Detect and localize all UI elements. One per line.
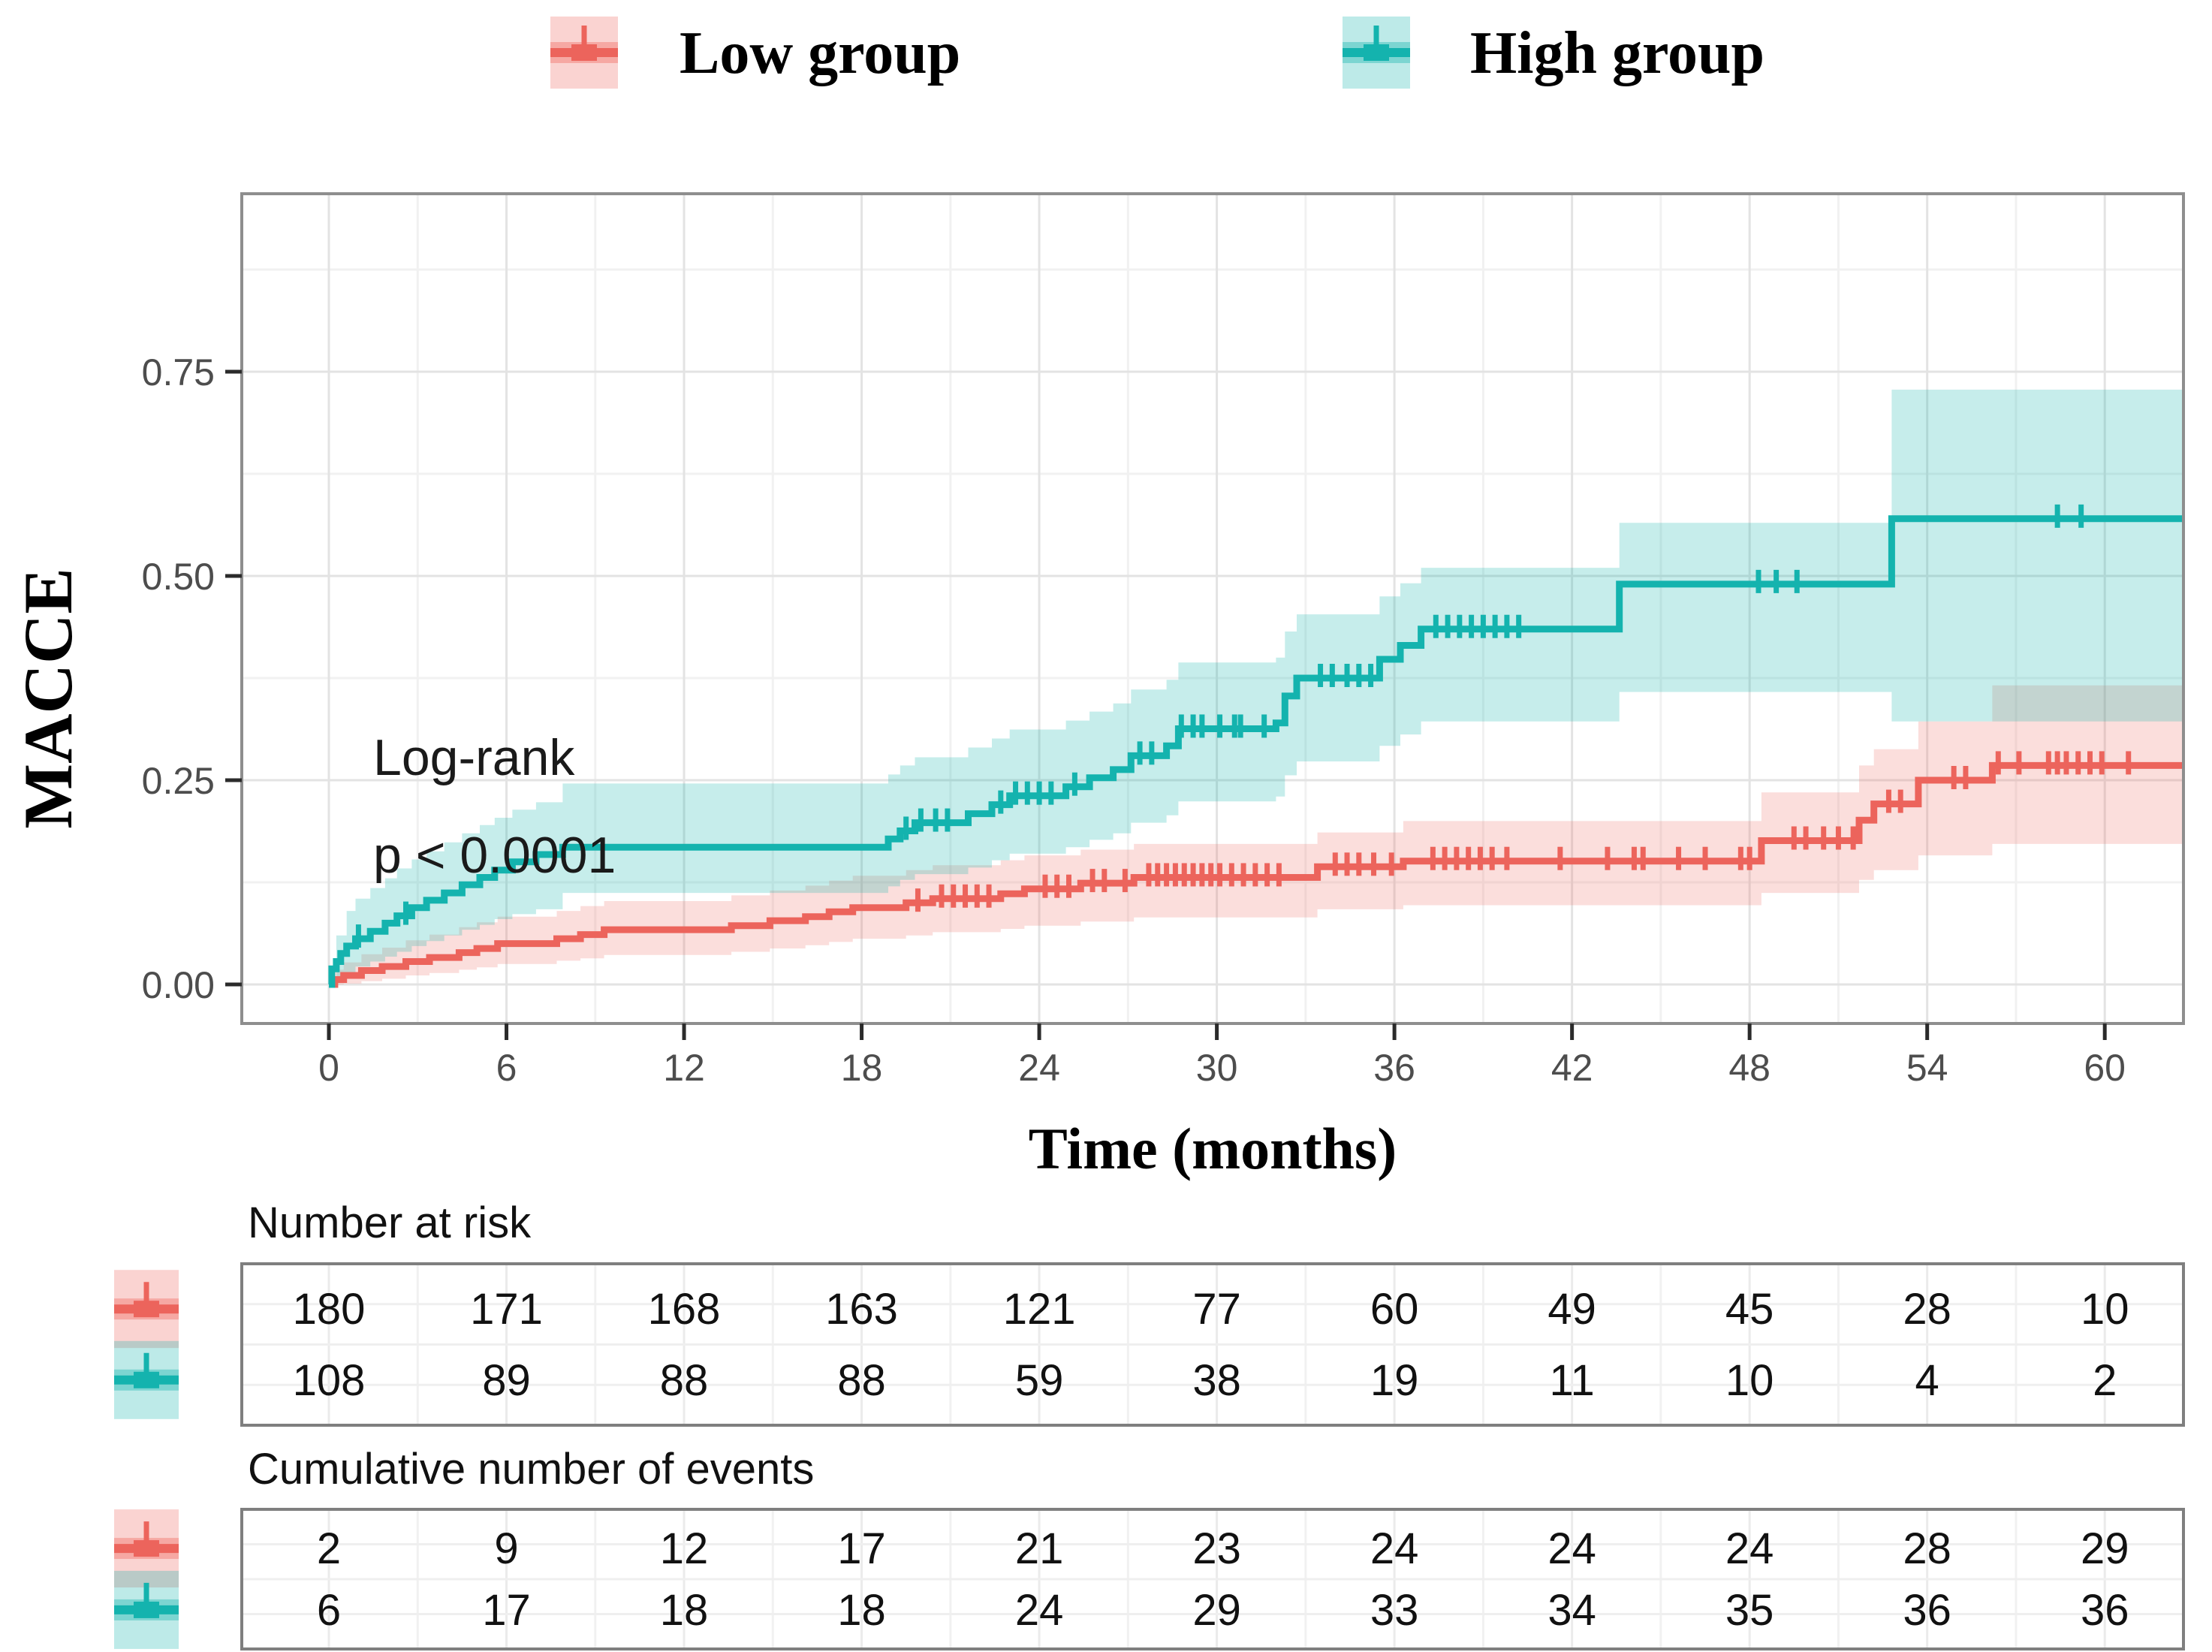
events-table-value: 17 xyxy=(482,1586,531,1635)
events-table-value: 9 xyxy=(494,1524,518,1573)
events-table-value: 23 xyxy=(1192,1524,1241,1573)
high-group-confidence-band xyxy=(329,389,2183,984)
events-table-high-key-center-mark xyxy=(134,1601,159,1618)
risk-table-value: 89 xyxy=(482,1356,531,1405)
risk-table-value: 38 xyxy=(1192,1356,1241,1405)
y-tick-label: 0.25 xyxy=(142,760,215,802)
events-table-value: 18 xyxy=(660,1586,709,1635)
events-table-low-key-center-mark xyxy=(134,1540,159,1557)
x-tick-label: 24 xyxy=(1018,1047,1060,1089)
high-group-curve xyxy=(328,515,2183,988)
risk-table-border xyxy=(240,1262,2185,1427)
y-tick-label: 0.50 xyxy=(142,556,215,598)
risk-table-value: 2 xyxy=(2093,1356,2117,1405)
risk-table-value: 10 xyxy=(1725,1356,1774,1405)
y-tick-label: 0.75 xyxy=(142,351,215,393)
y-tick-label: 0.00 xyxy=(142,964,215,1006)
x-tick-label: 12 xyxy=(663,1047,705,1089)
risk-table-value: 77 xyxy=(1192,1285,1241,1334)
events-table-title: Cumulative number of events xyxy=(248,1445,814,1494)
events-table-value: 35 xyxy=(1725,1586,1774,1635)
risk-table-value: 19 xyxy=(1370,1356,1419,1405)
risk-table-value: 4 xyxy=(1915,1356,1939,1405)
events-table-value: 29 xyxy=(2081,1524,2129,1573)
y-axis-title: MACCE xyxy=(10,568,86,829)
events-table-value: 24 xyxy=(1725,1524,1774,1573)
x-tick-label: 6 xyxy=(496,1047,517,1089)
events-table-value: 34 xyxy=(1547,1586,1596,1635)
logrank-annotation-line1: Log-rank xyxy=(373,729,575,786)
risk-table-value: 49 xyxy=(1547,1285,1596,1334)
risk-table-high-key-center-mark xyxy=(134,1371,159,1388)
risk-table-title: Number at risk xyxy=(248,1198,532,1247)
x-tick-label: 48 xyxy=(1728,1047,1771,1089)
low-group-legend-key-center-mark xyxy=(571,44,597,61)
events-table-value: 29 xyxy=(1192,1586,1241,1635)
low-group-confidence-band xyxy=(329,685,2183,984)
risk-table-value: 171 xyxy=(470,1285,543,1334)
risk-table-low-key-center-mark xyxy=(134,1301,159,1318)
x-tick-label: 36 xyxy=(1373,1047,1415,1089)
x-tick-label: 60 xyxy=(2084,1047,2126,1089)
high-group-legend-key-center-mark xyxy=(1364,44,1389,61)
x-tick-label: 54 xyxy=(1906,1047,1948,1089)
events-table-value: 6 xyxy=(317,1586,341,1635)
risk-table-value: 180 xyxy=(293,1285,366,1334)
events-table-value: 24 xyxy=(1015,1586,1064,1635)
events-table-value: 36 xyxy=(2081,1586,2129,1635)
x-tick-label: 42 xyxy=(1551,1047,1593,1089)
risk-table-value: 45 xyxy=(1725,1285,1774,1334)
logrank-annotation-line2: p < 0.0001 xyxy=(373,827,616,884)
events-table-value: 18 xyxy=(837,1586,886,1635)
risk-table-value: 88 xyxy=(660,1356,709,1405)
events-table-value: 24 xyxy=(1547,1524,1596,1573)
risk-table-value: 163 xyxy=(825,1285,898,1334)
risk-table-value: 60 xyxy=(1370,1285,1419,1334)
risk-table-value: 88 xyxy=(837,1356,886,1405)
events-table-value: 33 xyxy=(1370,1586,1419,1635)
x-tick-label: 30 xyxy=(1196,1047,1238,1089)
panel-border xyxy=(240,192,2185,1025)
risk-table-value: 11 xyxy=(1550,1356,1595,1405)
x-tick-label: 18 xyxy=(841,1047,883,1089)
legend-label-low: Low group xyxy=(680,20,960,86)
risk-table-value: 28 xyxy=(1903,1285,1951,1334)
x-axis-title: Time (months) xyxy=(1029,1116,1397,1181)
events-table-value: 2 xyxy=(317,1524,341,1573)
events-table-value: 21 xyxy=(1015,1524,1064,1573)
risk-table-value: 121 xyxy=(1003,1285,1076,1334)
x-tick-label: 0 xyxy=(318,1047,339,1089)
low-group-curve xyxy=(329,761,2183,988)
events-table-border xyxy=(240,1508,2185,1650)
events-table-value: 12 xyxy=(660,1524,709,1573)
events-table-value: 28 xyxy=(1903,1524,1951,1573)
events-table-value: 17 xyxy=(837,1524,886,1573)
risk-table-value: 59 xyxy=(1015,1356,1064,1405)
events-table-value: 24 xyxy=(1370,1524,1419,1573)
events-table-value: 36 xyxy=(1903,1586,1951,1635)
risk-table-value: 10 xyxy=(2081,1285,2129,1334)
curves-layer xyxy=(328,389,2183,988)
risk-table-value: 108 xyxy=(293,1356,366,1405)
risk-table-value: 168 xyxy=(648,1285,721,1334)
legend-label-high: High group xyxy=(1470,20,1764,86)
